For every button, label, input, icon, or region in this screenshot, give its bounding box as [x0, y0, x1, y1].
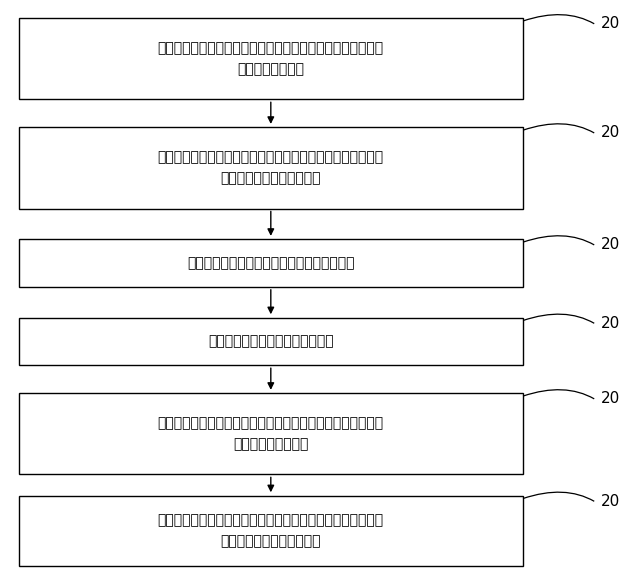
Bar [19, 317, 523, 365]
Text: 204: 204 [600, 316, 619, 331]
Text: 获取海洋水域的表层有机碳浓度、海洋水域的水体深度和海洋
水域的混合层深度: 获取海洋水域的表层有机碳浓度、海洋水域的水体深度和海洋 水域的混合层深度 [158, 42, 384, 76]
Text: 根据表层有机碳浓度和海洋水域的水体深度，确定海洋水域中
有机碳的不同垂直分布模型: 根据表层有机碳浓度和海洋水域的水体深度，确定海洋水域中 有机碳的不同垂直分布模型 [158, 151, 384, 185]
Text: 202: 202 [600, 126, 619, 140]
Bar [19, 127, 523, 208]
Text: 201: 201 [600, 17, 619, 31]
Text: 计算海洋水域的水体深度和混合层深度的比值: 计算海洋水域的水体深度和混合层深度的比值 [187, 256, 355, 270]
Text: 206: 206 [600, 494, 619, 509]
Text: 将不同垂直分布模型对应的有机碳储量相加，确定相加后所得
值为海洋水域的有机碳储量: 将不同垂直分布模型对应的有机碳储量相加，确定相加后所得 值为海洋水域的有机碳储量 [158, 513, 384, 548]
Text: 根据表层有机碳浓度和每个垂直分布模型，确定该垂直分布模
型对应的有机碳储量: 根据表层有机碳浓度和每个垂直分布模型，确定该垂直分布模 型对应的有机碳储量 [158, 417, 384, 451]
Text: 根据比值，区分不同垂直分布模型: 根据比值，区分不同垂直分布模型 [208, 335, 334, 348]
Bar [19, 239, 523, 287]
Bar [19, 18, 523, 99]
Text: 205: 205 [600, 391, 619, 407]
Text: 203: 203 [600, 238, 619, 252]
Bar [19, 393, 523, 475]
Bar [19, 496, 523, 566]
